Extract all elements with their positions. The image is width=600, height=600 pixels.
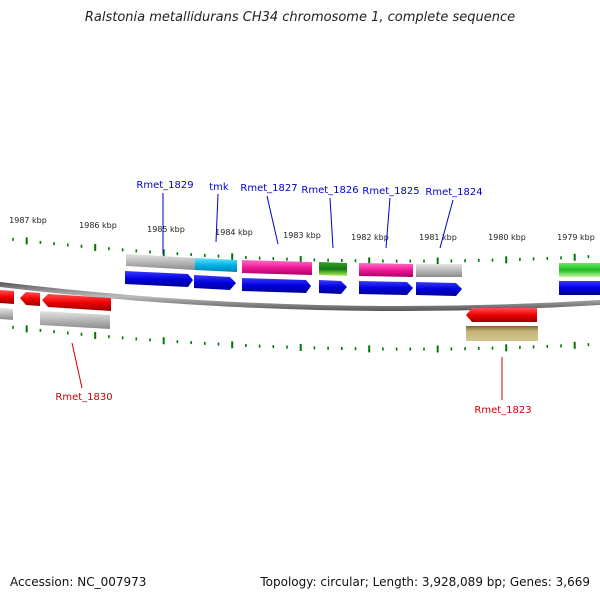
gene-label: Rmet_1824	[425, 187, 482, 198]
chromosome-backbone	[0, 282, 600, 311]
gene-label: Rmet_1826	[301, 185, 358, 196]
topology-label: Topology: circular; Length: 3,928,089 bp…	[260, 575, 590, 589]
scale-label: 1987 kbp	[9, 216, 47, 225]
scale-ticks-upper	[12, 237, 590, 265]
gene-label: Rmet_1829	[136, 180, 193, 191]
feature-bar-gray	[40, 311, 110, 329]
cds-arrow-reverse	[20, 292, 40, 306]
forward-features	[125, 254, 600, 296]
label-leader-lines	[71, 193, 503, 400]
leader-line	[266, 195, 279, 245]
gene-label: Rmet_1830	[55, 392, 112, 403]
feature-bar-olive	[466, 326, 538, 341]
scale-label: 1984 kbp	[215, 228, 253, 237]
map-title: Ralstonia metallidurans CH34 chromosome …	[84, 10, 516, 25]
cds-arrow-reverse	[0, 290, 14, 304]
cds-arrow-forward	[319, 280, 347, 294]
feature-bar-green	[559, 263, 600, 277]
feature-bar-gray	[0, 308, 13, 320]
accession-label: Accession: NC_007973	[10, 575, 147, 589]
scale-label: 1986 kbp	[79, 221, 117, 230]
scale-ticks-lower	[12, 325, 590, 353]
gene-label: Rmet_1827	[240, 183, 297, 194]
scale-label: 1983 kbp	[283, 231, 321, 240]
cds-arrow-forward	[416, 282, 462, 296]
gene-label: Rmet_1825	[362, 186, 419, 197]
scale-label: 1982 kbp	[351, 233, 389, 242]
scale-label: 1980 kbp	[488, 233, 526, 242]
cds-arrow-forward	[125, 271, 193, 287]
feature-bar-gray	[416, 264, 462, 277]
gene-labels: Rmet_1829 tmk Rmet_1827 Rmet_1826 Rmet_1…	[55, 180, 531, 416]
cds-arrow-reverse	[466, 308, 537, 322]
gene-label: Rmet_1823	[474, 405, 531, 416]
feature-bar-green	[319, 262, 347, 276]
leader-line	[439, 199, 454, 249]
feature-bar-pink	[359, 263, 413, 277]
cds-arrow-forward	[359, 281, 413, 295]
reverse-features	[0, 290, 538, 341]
cds-arrow-forward	[194, 275, 236, 290]
leader-line	[215, 193, 219, 243]
scale-label: 1979 kbp	[557, 233, 595, 242]
leader-line	[385, 197, 391, 249]
scale-labels: 1987 kbp 1986 kbp 1985 kbp 1984 kbp 1983…	[9, 216, 595, 242]
leader-line	[329, 197, 334, 249]
feature-bar-cyan	[195, 258, 237, 272]
leader-line	[71, 342, 83, 389]
scale-label: 1985 kbp	[147, 225, 185, 234]
gene-label: tmk	[209, 182, 229, 193]
cds-arrow-reverse	[42, 294, 111, 311]
feature-bar-gray	[126, 254, 195, 270]
scale-label: 1981 kbp	[419, 233, 457, 242]
cds-arrow-forward	[559, 281, 600, 295]
cds-arrow-forward	[242, 278, 311, 293]
feature-bar-pink	[242, 260, 312, 275]
